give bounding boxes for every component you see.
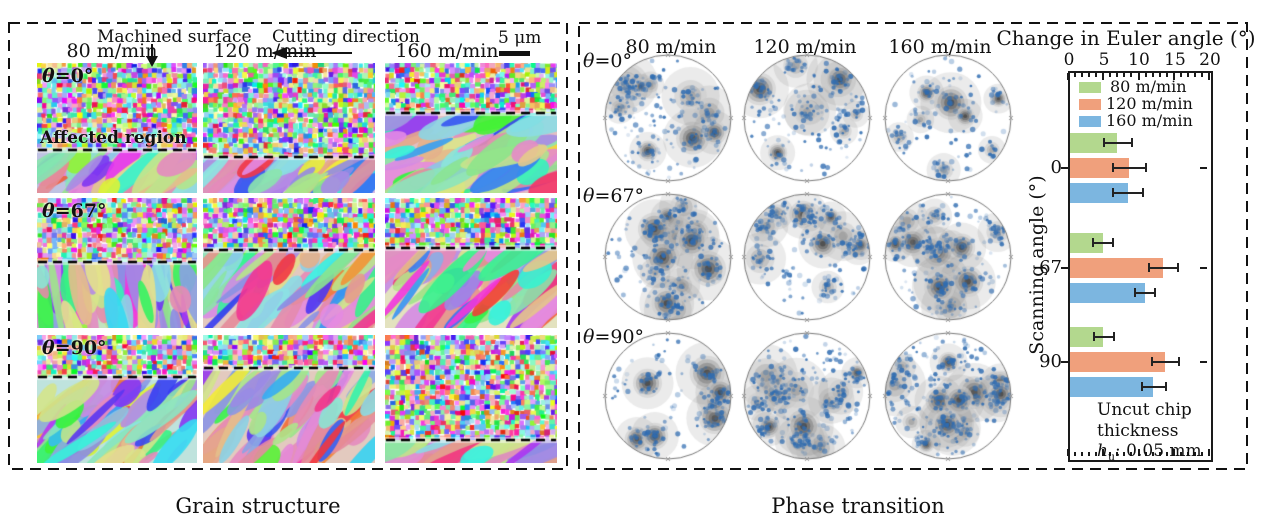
grain-row-label-90: θ=90° xyxy=(42,337,107,359)
legend-label-160: 160 m/min xyxy=(1106,111,1193,130)
note-h-subscript: u xyxy=(1107,450,1116,464)
theta-value: =90° xyxy=(54,337,107,359)
phase-row-label-90: θ=90° xyxy=(583,326,644,348)
phase-column-header-160: 160 m/min xyxy=(888,36,992,58)
category-label-90: 90 xyxy=(1039,351,1062,372)
grain-column-header-160: 160 m/min xyxy=(395,40,499,62)
affected-region-label: Affected region xyxy=(40,128,187,148)
note-h-symbol: h xyxy=(1097,441,1108,461)
grain-column-header-80: 80 m/min xyxy=(66,40,158,62)
note-value: : 0.05 mm xyxy=(1115,441,1202,461)
legend-label-120: 120 m/min xyxy=(1106,94,1193,113)
phase-row-label-67: θ=67° xyxy=(583,185,644,207)
theta-symbol: θ xyxy=(583,50,595,72)
chart-plot-frame xyxy=(1068,71,1213,462)
axis-tick-left xyxy=(1061,167,1068,169)
machined-surface-label: Machined surface xyxy=(97,27,252,47)
theta-symbol: θ xyxy=(42,200,55,222)
cutting-direction-label: Cutting direction xyxy=(272,27,420,47)
axis-tick-left xyxy=(1061,361,1068,363)
chart-title: Change in Euler angle (°) xyxy=(996,26,1256,50)
theta-value: =67° xyxy=(54,200,107,222)
theta-value: =0° xyxy=(54,65,94,87)
legend-swatch-120 xyxy=(1079,99,1101,110)
grain-row-label-67: θ=67° xyxy=(42,200,107,222)
theta-symbol: θ xyxy=(42,337,55,359)
axis-tick-left xyxy=(1061,267,1068,269)
theta-value: =0° xyxy=(594,50,632,72)
category-label-67: 67 xyxy=(1039,257,1062,278)
x-tick-20: 20 xyxy=(1199,50,1221,70)
grain-column-header-120: 120 m/min xyxy=(213,40,317,62)
scale-label: 5 μm xyxy=(498,28,542,48)
legend-label-80: 80 m/min xyxy=(1110,77,1187,96)
legend-swatch-160 xyxy=(1079,116,1101,127)
x-tick-5: 5 xyxy=(1098,50,1110,70)
grain-structure-caption: Grain structure xyxy=(175,494,341,518)
grain-row-label-0: θ=0° xyxy=(42,65,93,87)
legend-swatch-80 xyxy=(1079,82,1101,93)
theta-symbol: θ xyxy=(583,185,595,207)
note-line-2: thickness xyxy=(1097,421,1179,441)
x-tick-10: 10 xyxy=(1128,50,1150,70)
x-tick-0: 0 xyxy=(1063,50,1075,70)
theta-value: =67° xyxy=(594,185,645,207)
theta-symbol: θ xyxy=(42,65,55,87)
phase-column-header-80: 80 m/min xyxy=(625,36,717,58)
note-line-3: hu: 0.05 mm xyxy=(1097,441,1202,463)
theta-symbol: θ xyxy=(583,326,595,348)
phase-column-header-120: 120 m/min xyxy=(753,36,857,58)
phase-transition-caption: Phase transition xyxy=(771,494,945,518)
x-tick-15: 15 xyxy=(1164,50,1186,70)
note-line-1: Uncut chip xyxy=(1097,400,1192,420)
category-label-0: 0 xyxy=(1050,157,1062,178)
theta-value: =90° xyxy=(594,326,645,348)
phase-row-label-0: θ=0° xyxy=(583,50,632,72)
